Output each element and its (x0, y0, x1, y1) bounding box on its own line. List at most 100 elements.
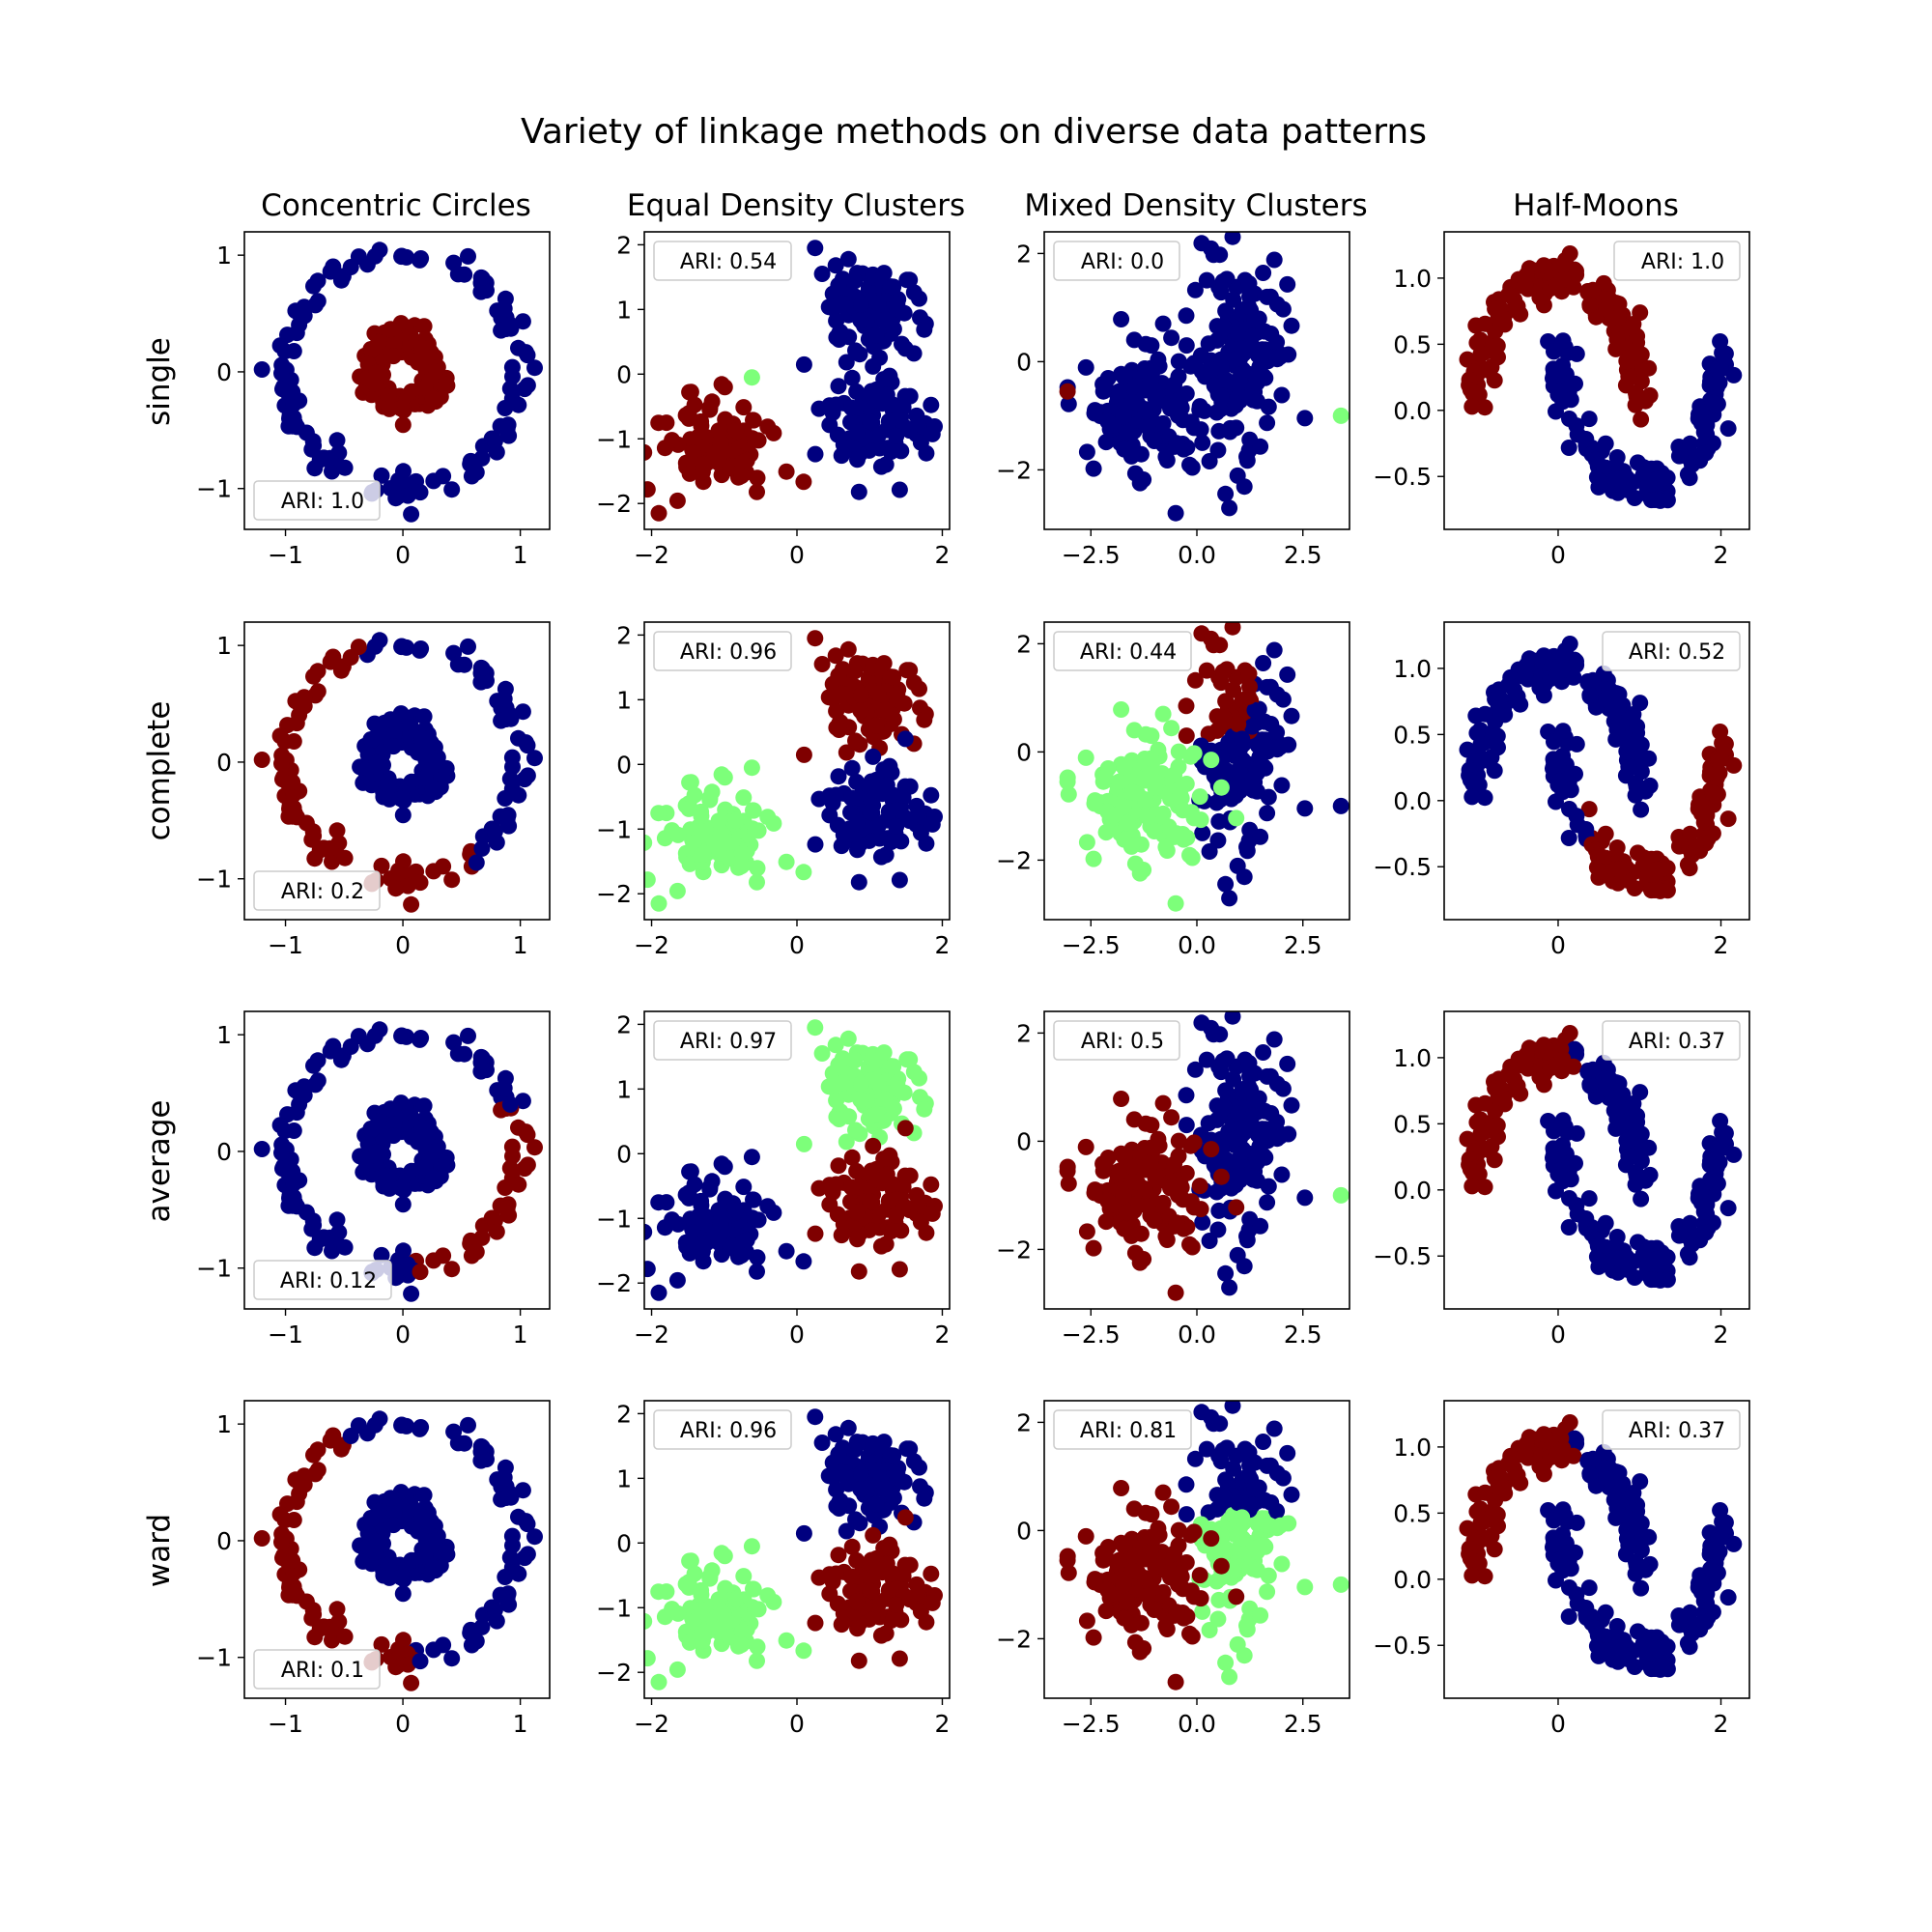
y-tick-label: 0 (616, 360, 632, 388)
data-point (368, 1144, 385, 1161)
x-tick-label: 0 (1550, 541, 1566, 569)
data-point (1283, 317, 1300, 334)
data-point (722, 1239, 738, 1257)
data-point (288, 1493, 305, 1511)
data-point (273, 356, 291, 374)
data-point (830, 768, 847, 785)
data-point (749, 873, 765, 891)
data-point (895, 1084, 913, 1101)
data-point (322, 1432, 339, 1449)
data-point (1178, 307, 1195, 325)
data-point (1208, 331, 1226, 349)
data-point (1480, 1531, 1497, 1548)
data-point (1137, 725, 1154, 743)
data-point (1203, 1530, 1220, 1548)
data-point (852, 702, 869, 720)
data-point (1078, 1223, 1095, 1240)
data-point (384, 348, 402, 365)
y-tick-label: 0 (616, 1140, 632, 1168)
ari-score-label: ARI: 0.96 (680, 1419, 777, 1443)
data-point (1111, 1551, 1127, 1569)
panel-complete-mixed-density-clusters: −2.5 0.0 2.5−202 ARI: 0.44 (996, 621, 1350, 959)
data-point (1652, 1271, 1669, 1289)
data-point (1157, 448, 1175, 466)
data-point (1560, 830, 1577, 846)
data-point (1181, 456, 1198, 473)
data-point (735, 789, 753, 807)
data-point (328, 1601, 346, 1618)
data-point (1554, 662, 1572, 678)
data-point (1580, 1579, 1598, 1597)
data-point (839, 1030, 857, 1047)
data-point (370, 724, 387, 741)
data-point (1077, 1138, 1094, 1155)
data-point (1185, 1588, 1203, 1605)
data-point (1212, 1557, 1230, 1575)
data-point (848, 1162, 866, 1179)
data-point (1568, 1435, 1585, 1452)
data-point (519, 1546, 536, 1563)
data-point (1215, 319, 1233, 336)
data-point (1535, 647, 1552, 665)
data-point (1240, 1466, 1258, 1484)
data-point (644, 1261, 656, 1278)
data-point (1198, 662, 1215, 679)
data-point (743, 759, 760, 777)
data-point (285, 733, 302, 750)
data-point (1181, 1625, 1198, 1642)
y-tick-label: 1.0 (1393, 1434, 1432, 1462)
data-point (468, 854, 485, 871)
ari-score-label: ARI: 1.0 (281, 490, 364, 514)
data-point (923, 786, 940, 804)
data-point (296, 1467, 313, 1485)
data-point (322, 1042, 339, 1060)
data-point (821, 416, 838, 434)
ari-score-label: ARI: 0.54 (680, 250, 777, 274)
data-point (885, 1490, 902, 1507)
data-point (842, 789, 860, 807)
legend-box (1053, 631, 1192, 671)
data-point (1185, 1199, 1203, 1216)
data-point (1123, 1562, 1141, 1579)
data-point (862, 413, 879, 431)
y-tick-label: 2 (1016, 1408, 1032, 1436)
legend-box (253, 870, 381, 911)
ari-score-label: ARI: 0.12 (280, 1269, 377, 1293)
data-point (473, 1618, 491, 1635)
data-point (896, 730, 914, 748)
data-point (273, 747, 291, 764)
data-point (425, 863, 442, 880)
data-point (1554, 1501, 1572, 1519)
data-point (1228, 419, 1245, 437)
data-point (473, 1229, 491, 1246)
x-tick-label: 0 (789, 541, 805, 569)
data-point (510, 1565, 527, 1582)
scatter-points (644, 630, 943, 912)
data-point (868, 717, 885, 734)
scatter-points (253, 1410, 543, 1691)
data-point (415, 708, 433, 725)
data-point (693, 417, 710, 435)
data-point (813, 266, 831, 282)
data-point (916, 711, 933, 728)
data-point (500, 427, 518, 444)
data-point (893, 833, 910, 850)
data-point (749, 1652, 765, 1669)
ari-score-label: ARI: 0.81 (1080, 1419, 1177, 1443)
data-point (1265, 641, 1283, 659)
data-point (393, 1417, 411, 1435)
data-point (1712, 1502, 1729, 1519)
data-point (1546, 1512, 1562, 1529)
x-tick-label: 0 (1550, 1321, 1566, 1349)
data-point (703, 1173, 721, 1190)
data-point (842, 1179, 860, 1196)
data-point (285, 1564, 302, 1581)
x-tick-label: −2.5 (1062, 1710, 1121, 1738)
data-point (309, 1072, 327, 1090)
data-point (821, 397, 838, 414)
data-point (1139, 1198, 1156, 1215)
data-point (1562, 781, 1579, 799)
data-point (382, 1100, 399, 1118)
data-point (1086, 795, 1103, 812)
ari-legend: ARI: 1.0 (1613, 241, 1741, 281)
